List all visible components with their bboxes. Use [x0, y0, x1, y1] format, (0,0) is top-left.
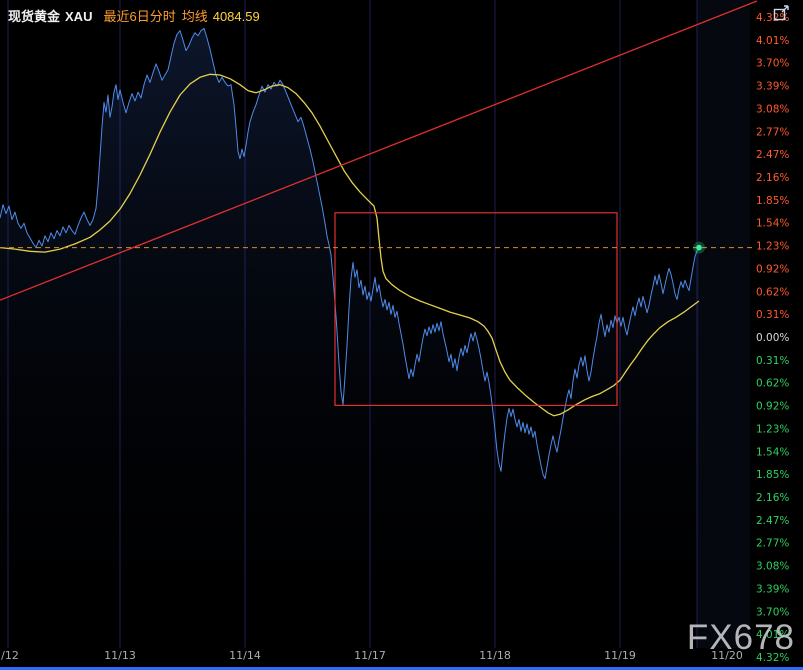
ma-value: 4084.59: [212, 9, 260, 24]
x-axis-label: 11/18: [479, 649, 511, 662]
y-axis-label: 2.16%: [756, 172, 789, 184]
y-axis-label: 2.16%: [756, 492, 789, 504]
y-axis-label: 1.85%: [756, 469, 789, 481]
y-axis-label: 3.70%: [756, 58, 789, 70]
y-axis-label: 3.39%: [756, 81, 789, 93]
trendline-annotation: [0, 0, 758, 301]
y-axis-label: 1.54%: [756, 446, 789, 458]
price-line: [0, 27, 700, 480]
y-axis-label: 1.85%: [756, 195, 789, 207]
y-axis-label: 0.92%: [756, 263, 789, 275]
x-axis-label: 11/14: [229, 649, 261, 662]
y-axis-label: 0.92%: [756, 401, 789, 413]
y-axis-label: 1.54%: [756, 218, 789, 230]
bottom-accent-bar: [0, 667, 803, 670]
y-axis-label: 0.62%: [756, 378, 789, 390]
y-axis-label: 0.31%: [756, 355, 789, 367]
symbol-code: XAU: [65, 9, 93, 24]
highlight-rect-annotation: [334, 212, 618, 407]
x-axis-label: 11/17: [354, 649, 386, 662]
y-axis-label: 2.47%: [756, 149, 789, 161]
ma-line: [0, 73, 700, 417]
y-axis-label: 3.08%: [756, 103, 789, 115]
y-axis-label: 0.00%: [756, 332, 789, 344]
y-axis-label: 4.01%: [756, 35, 789, 47]
y-axis-label: 2.77%: [756, 538, 789, 550]
latest-session-zone: [697, 0, 750, 648]
period-label: 最近6日分时: [103, 9, 176, 24]
y-axis-label: 0.62%: [756, 286, 789, 298]
ma-legend-label: 均线: [181, 9, 208, 24]
symbol-name: 现货黄金: [8, 9, 61, 24]
popout-expand-icon[interactable]: [773, 5, 791, 21]
y-axis-label: 3.39%: [756, 583, 789, 595]
y-axis-label: 3.08%: [756, 561, 789, 573]
y-axis-label: 4.01%: [756, 629, 789, 641]
y-axis-label: 1.23%: [756, 423, 789, 435]
y-axis-label: 4.32%: [756, 12, 789, 24]
x-axis-label: 11/19: [604, 649, 636, 662]
price-area-fill: [0, 28, 699, 648]
x-axis-label: 11/20: [711, 649, 743, 662]
y-axis-label: 2.47%: [756, 515, 789, 527]
watermark: FX678: [686, 618, 795, 657]
x-axis-label: /12: [1, 649, 19, 662]
y-axis-label: 2.77%: [756, 126, 789, 138]
y-axis-label: 3.70%: [756, 606, 789, 618]
current-price-marker: [696, 244, 702, 251]
y-axis-label: 4.32%: [756, 652, 789, 664]
y-axis-label: 0.31%: [756, 309, 789, 321]
chart-header: 现货黄金 XAU 最近6日分时 均线 4084.59: [8, 6, 260, 25]
y-axis-label: 1.23%: [756, 241, 789, 253]
x-axis-label: 11/13: [104, 649, 136, 662]
